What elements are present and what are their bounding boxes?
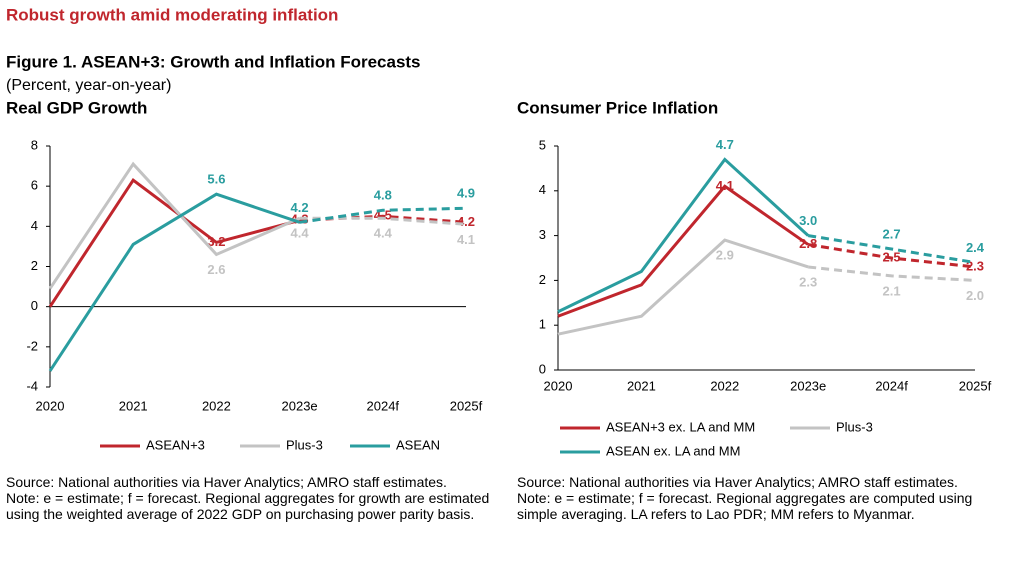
x-tick-label: 2024f xyxy=(875,378,908,393)
data-label: 2.1 xyxy=(883,283,901,298)
note: Note: e = estimate; f = forecast. Region… xyxy=(517,490,973,522)
chart-title: Real GDP Growth xyxy=(6,98,147,117)
data-label: 4.2 xyxy=(457,214,475,229)
legend-label: ASEAN ex. LA and MM xyxy=(606,443,740,458)
x-tick-label: 2025f xyxy=(450,398,483,413)
series-line xyxy=(299,206,467,224)
y-tick-label: 1 xyxy=(539,317,546,332)
series-line xyxy=(48,161,301,290)
y-tick-label: 4 xyxy=(31,218,38,233)
data-label: 4.7 xyxy=(716,137,734,152)
y-tick-label: 5 xyxy=(539,137,546,152)
y-tick-label: 0 xyxy=(539,361,546,376)
x-tick-label: 2024f xyxy=(367,398,400,413)
y-tick-label: 4 xyxy=(539,182,546,197)
chart-title: Consumer Price Inflation xyxy=(517,98,718,117)
legend-label: ASEAN+3 ex. LA and MM xyxy=(606,419,755,434)
source: Source: National authorities via Haver A… xyxy=(517,474,958,490)
y-tick-label: -4 xyxy=(26,378,38,393)
series-line xyxy=(807,243,976,269)
data-label: 2.5 xyxy=(883,249,901,264)
data-label: 2.4 xyxy=(966,240,985,255)
data-label: 2.3 xyxy=(966,258,984,273)
x-tick-label: 2022 xyxy=(202,398,231,413)
data-label: 4.8 xyxy=(374,188,392,203)
data-label: 2.3 xyxy=(799,274,817,289)
chart-notes: Source: National authorities via Haver A… xyxy=(6,474,496,522)
data-label: 4.1 xyxy=(457,232,475,247)
x-tick-label: 2021 xyxy=(627,378,656,393)
legend-label: Plus-3 xyxy=(836,419,873,434)
data-label: 4.4 xyxy=(374,226,393,241)
y-tick-label: 8 xyxy=(31,137,38,152)
y-tick-label: 3 xyxy=(539,227,546,242)
x-tick-label: 2022 xyxy=(710,378,739,393)
source: Source: National authorities via Haver A… xyxy=(6,474,447,490)
data-label: 3.0 xyxy=(799,213,817,228)
y-tick-label: -2 xyxy=(26,338,38,353)
data-label: 2.8 xyxy=(799,236,817,251)
series-line xyxy=(557,157,810,314)
figure-title: Figure 1. ASEAN+3: Growth and Inflation … xyxy=(6,52,421,71)
data-label: 3.2 xyxy=(207,234,225,249)
x-tick-label: 2021 xyxy=(119,398,148,413)
y-tick-label: 6 xyxy=(31,178,38,193)
data-label: 4.2 xyxy=(291,200,309,215)
series-line xyxy=(557,184,810,318)
legend-label: Plus-3 xyxy=(286,437,323,452)
data-label: 2.6 xyxy=(207,262,225,277)
x-tick-label: 2020 xyxy=(544,378,573,393)
kicker: Robust growth amid moderating inflation xyxy=(6,5,338,24)
series-line xyxy=(808,265,976,282)
data-label: 2.7 xyxy=(883,226,901,241)
data-label: 4.9 xyxy=(457,186,475,201)
figure-subtitle: (Percent, year-on-year) xyxy=(6,77,171,94)
series-line xyxy=(557,238,809,336)
legend-label: ASEAN+3 xyxy=(146,437,205,452)
x-tick-label: 2023e xyxy=(790,378,826,393)
x-tick-label: 2025f xyxy=(959,378,992,393)
data-label: 5.6 xyxy=(207,172,225,187)
data-label: 2.0 xyxy=(966,288,984,303)
x-tick-label: 2020 xyxy=(36,398,65,413)
series-line xyxy=(48,177,300,308)
series-line xyxy=(807,234,976,264)
data-label: 4.4 xyxy=(291,226,310,241)
series-line xyxy=(48,192,301,372)
data-label: 2.9 xyxy=(716,248,734,263)
x-tick-label: 2023e xyxy=(282,398,318,413)
y-tick-label: 0 xyxy=(31,298,38,313)
legend-label: ASEAN xyxy=(396,437,440,452)
chart-notes: Source: National authorities via Haver A… xyxy=(517,474,1007,522)
note: Note: e = estimate; f = forecast. Region… xyxy=(6,490,490,522)
y-tick-label: 2 xyxy=(31,258,38,273)
y-tick-label: 2 xyxy=(539,272,546,287)
data-label: 4.1 xyxy=(716,178,734,193)
